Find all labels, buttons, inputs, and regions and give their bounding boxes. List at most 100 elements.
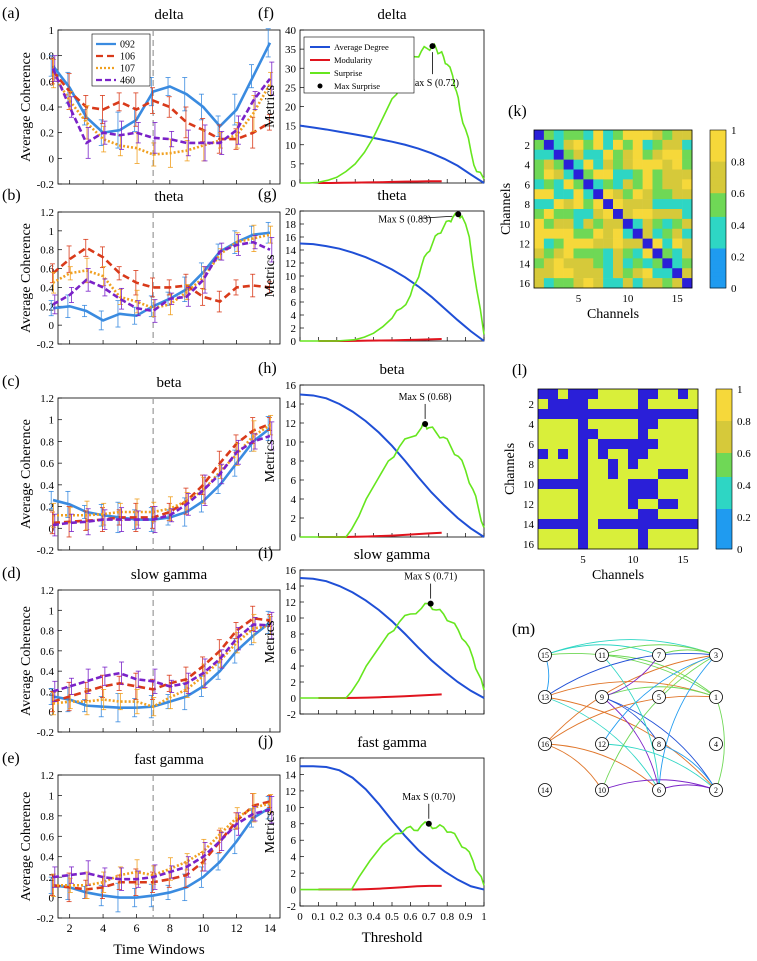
colorbar-step	[716, 533, 732, 538]
matrix-cell	[622, 179, 634, 190]
matrix-cell	[638, 529, 649, 540]
series-line	[52, 422, 271, 525]
colorbar-step	[710, 276, 726, 281]
matrix-cell	[608, 479, 619, 490]
matrix-cell	[568, 399, 579, 410]
matrix-cell	[598, 459, 609, 470]
matrix-cell	[622, 238, 634, 249]
matrix-cell	[534, 278, 545, 289]
matrix-cell	[628, 499, 639, 510]
matrix-cell	[662, 248, 673, 259]
y-tick-label: 2	[529, 399, 535, 411]
average-degree-line	[299, 577, 485, 699]
network-node	[538, 690, 552, 704]
average-degree-line	[300, 765, 485, 891]
matrix-cell	[583, 159, 594, 170]
colorbar-step	[710, 173, 726, 178]
matrix-cell	[662, 258, 673, 269]
matrix-cell	[618, 529, 629, 540]
matrix-cell	[608, 519, 619, 530]
matrix-cell	[583, 169, 594, 180]
matrix-cell	[628, 429, 639, 440]
matrix-cell	[668, 459, 679, 470]
matrix-cell	[548, 449, 559, 460]
matrix-cell	[638, 499, 649, 510]
y-tick-label: 0.8	[40, 626, 54, 638]
matrix-cell	[568, 499, 579, 510]
matrix-cell	[658, 459, 669, 470]
matrix-cell	[603, 238, 614, 249]
matrix-cell	[534, 199, 545, 210]
matrix-cell	[652, 169, 663, 180]
matrix-cell	[642, 149, 653, 160]
annotation-arrow	[420, 215, 453, 219]
matrix-cell	[613, 218, 624, 230]
matrix-cell	[668, 499, 679, 510]
surprise-line	[300, 602, 485, 699]
colorbar-step	[710, 212, 726, 218]
matrix-cell	[648, 519, 659, 530]
matrix-cell	[583, 209, 594, 220]
matrix-cell	[603, 218, 614, 230]
y-tick-label: 2	[291, 868, 297, 880]
matrix-cell	[648, 489, 659, 500]
matrix-cell	[563, 238, 574, 249]
matrix-cell	[568, 419, 579, 430]
matrix-cell	[682, 278, 693, 289]
matrix-cell	[632, 189, 643, 200]
matrix-cell	[613, 199, 624, 210]
matrix-cell	[578, 439, 589, 450]
matrix-cell	[648, 459, 659, 470]
matrix-cell	[648, 469, 659, 480]
surprise-line	[300, 212, 485, 342]
matrix-cell	[568, 459, 579, 470]
matrix-cell	[638, 519, 649, 530]
y-tick-label: 10	[285, 802, 297, 814]
matrix-cell	[678, 499, 689, 510]
matrix-cell	[678, 479, 689, 490]
y-tick-label: 14	[523, 519, 535, 531]
network-node-label: 5	[657, 693, 661, 702]
matrix-cell	[678, 459, 689, 470]
y-tick-label: 0.4	[40, 102, 54, 114]
y-tick-label: 8	[529, 459, 535, 471]
colorbar-step	[716, 433, 732, 438]
colorbar-step	[710, 244, 726, 249]
colorbar-step	[716, 469, 732, 474]
series-line	[52, 621, 271, 709]
colorbar-step	[716, 441, 732, 446]
matrix-cell	[622, 139, 634, 151]
x-tick-label: 1	[481, 911, 487, 923]
x-tick-label: 10	[197, 921, 209, 935]
matrix-cell	[563, 169, 574, 180]
matrix-cell	[613, 238, 624, 249]
x-tick-label: 14	[264, 921, 276, 935]
colorbar-step	[716, 497, 732, 502]
matrix-cell	[578, 509, 589, 520]
matrix-cell	[583, 139, 594, 151]
matrix-cell	[608, 389, 619, 400]
y-tick-label: 12	[285, 418, 296, 430]
matrix-cell	[578, 499, 589, 510]
colorbar-tick-label: 0.6	[737, 448, 751, 460]
colorbar-step	[716, 473, 732, 478]
matrix-cell	[598, 419, 609, 430]
series-s107	[51, 224, 274, 318]
matrix-cell	[608, 459, 619, 470]
matrix-cell	[648, 419, 659, 430]
y-axis-label: Average Coherence	[19, 606, 34, 716]
y-tick-label: -0.2	[37, 179, 54, 191]
colorbar-step	[710, 236, 726, 241]
matrix-cell	[662, 278, 673, 289]
matrix-cell	[593, 130, 604, 141]
matrix-cell	[568, 489, 579, 500]
network-edge	[544, 644, 660, 656]
matrix-cell	[538, 469, 549, 480]
matrix-cell	[642, 238, 653, 249]
colorbar-tick-label: 0	[731, 283, 737, 295]
matrix-cell	[563, 268, 574, 279]
matrix-cell	[608, 419, 619, 430]
matrix-cell	[642, 159, 653, 170]
matrix-cell	[588, 439, 599, 450]
matrix-cell	[598, 519, 609, 530]
